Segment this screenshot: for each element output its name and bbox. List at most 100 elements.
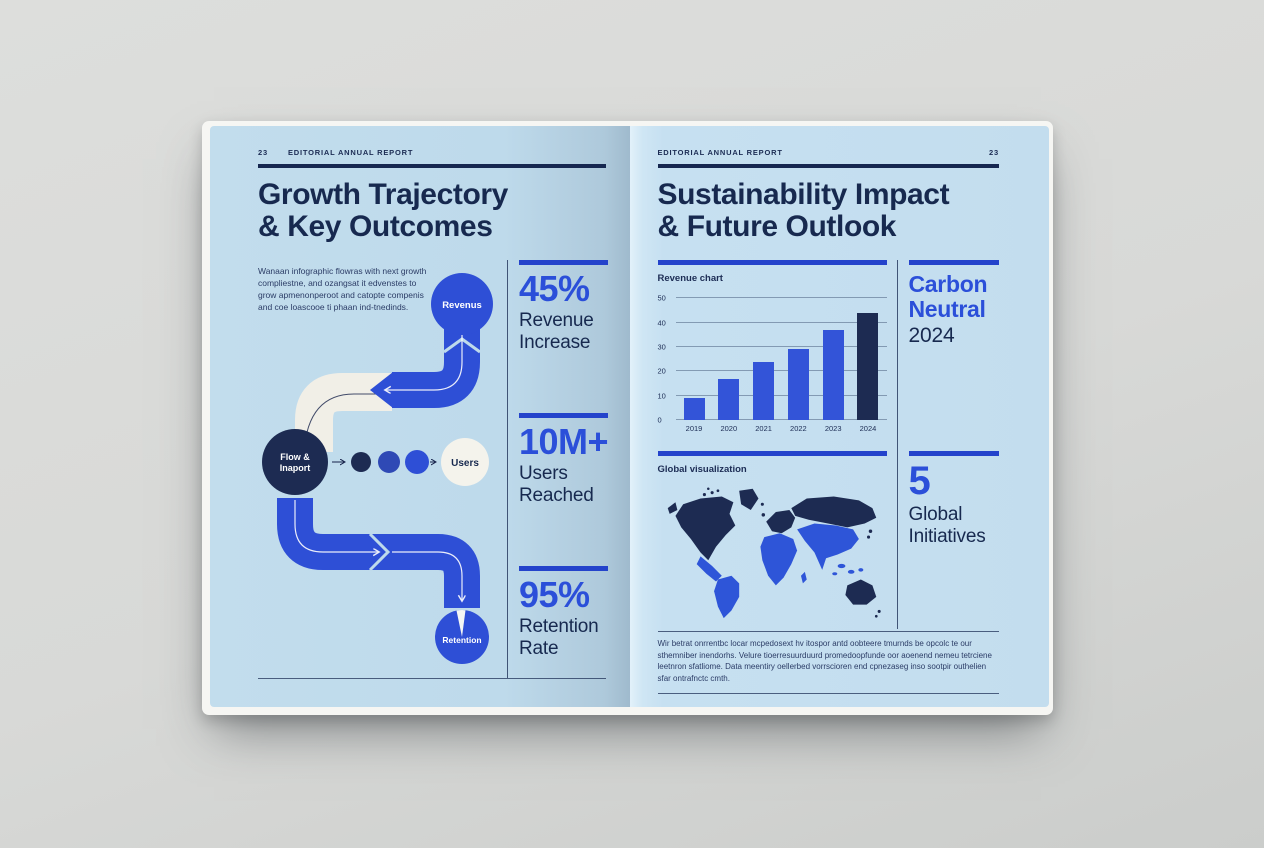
stat-label: Retention Rate <box>519 616 599 659</box>
carbon-neutral-block: Carbon Neutral 2024 <box>896 260 1000 452</box>
retention-pie-notch <box>456 610 466 638</box>
pipe-seam-bottom <box>368 533 391 572</box>
flow-infographic: Revenus Flow & Inaport Users <box>258 260 498 678</box>
dot-bright-blue <box>405 450 429 475</box>
pipe-top-arrow <box>386 322 463 390</box>
chart-ytick-label: 50 <box>657 293 666 303</box>
chart-ytick-label: 0 <box>657 415 662 425</box>
chart-gridline <box>675 321 887 323</box>
left-page: 23 EDITORIAL ANNUAL REPORT Growth Trajec… <box>210 126 630 707</box>
chart-bar <box>718 378 740 421</box>
chart-bar-slot: 2022 <box>787 298 809 433</box>
chart-bar <box>822 329 844 421</box>
chart-ytick-label: 10 <box>657 391 666 401</box>
revenue-chart-label: Revenue chart <box>657 273 723 285</box>
chart-ytick-label: 40 <box>657 318 666 328</box>
left-page-title: Growth Trajectory & Key Outcomes <box>258 178 606 244</box>
chart-gridline <box>675 346 887 347</box>
carbon-accent-bar <box>908 260 999 266</box>
carbon-neutral-text: Carbon Neutral <box>909 272 1000 322</box>
chart-bar-slot: 2021 <box>753 298 775 433</box>
dot-navy <box>351 452 371 473</box>
chart-gridline <box>675 297 887 299</box>
footer-rule-bottom <box>657 692 999 694</box>
left-header-label: EDITORIAL ANNUAL REPORT <box>288 148 414 157</box>
pipe-bottom-arrow-1 <box>294 500 378 552</box>
chart-bar <box>857 312 879 421</box>
pipe-chevron-left <box>370 372 393 409</box>
carbon-line2: Neutral <box>908 296 986 323</box>
stat-label: Revenue Increase <box>519 310 594 353</box>
stat-revenue-increase: 45% Revenue Increase <box>519 260 609 400</box>
chart-xtick-label: 2019 <box>685 424 703 434</box>
stat-accent-bar <box>519 260 609 266</box>
right-header-label: EDITORIAL ANNUAL REPORT <box>657 148 783 157</box>
chart-bar-slot: 2019 <box>683 298 705 433</box>
right-page-title: Sustainability Impact & Future Outlook <box>657 178 1000 244</box>
stat-value: 95% <box>519 574 590 616</box>
global-initiatives-block: 5 Global Initiatives <box>896 451 999 630</box>
users-node-label: Users <box>451 458 479 469</box>
chart-gridline <box>675 419 887 421</box>
footer-rule-top <box>657 631 999 633</box>
carbon-year: 2024 <box>908 323 955 347</box>
cream-pipe <box>295 373 392 453</box>
chart-xtick-label: 2022 <box>790 424 807 434</box>
chart-accent-bar <box>657 260 887 266</box>
chart-xtick-label: 2023 <box>824 424 842 434</box>
flow-node-label2: Inaport <box>280 463 311 473</box>
flow-diagram-graphic: Revenus Flow & Inaport Users <box>262 273 493 665</box>
stat-value: 45% <box>519 268 590 310</box>
initiatives-value: 5 <box>908 459 931 504</box>
chart-ytick-label: 20 <box>657 366 666 376</box>
carbon-line1: Carbon <box>908 271 988 298</box>
magazine-spread: 23 EDITORIAL ANNUAL REPORT Growth Trajec… <box>202 121 1053 715</box>
chart-bar-slot: 2023 <box>822 298 844 433</box>
left-bottom-rule <box>258 678 606 680</box>
revenue-node-label: Revenus <box>442 300 482 311</box>
world-map-graphic <box>667 487 881 619</box>
chart-gridline <box>675 394 887 396</box>
flow-node-label1: Flow & <box>280 452 310 462</box>
chart-ytick-label: 30 <box>657 342 666 352</box>
left-page-number: 23 <box>258 148 268 157</box>
footer-text: Wir betrat onrrentbc locar mcpedosext hv… <box>657 639 992 683</box>
right-footer: Wir betrat onrrentbc locar mcpedosext hv… <box>657 631 999 694</box>
revenue-node <box>431 273 493 336</box>
left-title-line2: & Key Outcomes <box>258 210 493 244</box>
map-navy-regions <box>667 487 881 618</box>
right-title-line2: & Future Outlook <box>657 210 897 244</box>
stat-value: 10M+ <box>519 421 609 463</box>
chart-xtick-label: 2020 <box>720 424 738 434</box>
stat-accent-bar <box>519 413 609 419</box>
right-page-header: EDITORIAL ANNUAL REPORT 23 <box>658 148 1000 157</box>
chart-bar <box>787 349 809 421</box>
pipe-bottom-arrow-2 <box>392 551 462 600</box>
global-visualization-section: Global visualization <box>657 451 887 629</box>
right-page: EDITORIAL ANNUAL REPORT 23 Sustainabilit… <box>629 126 1049 707</box>
left-title-line1: Growth Trajectory <box>258 178 508 211</box>
chart-xtick-label: 2024 <box>859 424 877 434</box>
revenue-chart-plot: 0 10 20 30 40 50 2019 2020 2021 2022 2023 2024 <box>658 294 887 433</box>
stat-label: Users Reached <box>519 463 594 506</box>
chart-bars: 2019 2020 2021 2022 2023 2024 <box>676 298 887 433</box>
right-page-number: 23 <box>989 148 999 157</box>
map-blue-regions <box>696 523 863 619</box>
left-page-header: 23 EDITORIAL ANNUAL REPORT <box>258 148 606 157</box>
stat-users-reached: 10M+ Users Reached <box>519 413 609 553</box>
chart-bar-slot: 2020 <box>718 298 740 433</box>
stat-retention-rate: 95% Retention Rate <box>519 566 609 706</box>
left-intro-text: Wanaan infographic flowras with next gro… <box>258 266 427 312</box>
users-node <box>441 438 489 487</box>
chart-bar-slot: 2024 <box>857 298 879 433</box>
flow-node <box>262 429 328 496</box>
global-visualization-label: Global visualization <box>657 464 747 476</box>
chart-bar <box>683 398 705 421</box>
chart-bar <box>753 361 775 421</box>
blue-pipe-bottom <box>277 498 480 609</box>
blue-pipe-top <box>392 326 480 409</box>
revenue-chart-section: Revenue chart 0 10 20 30 40 50 2019 2020 2021 202… <box>657 260 887 451</box>
right-title-line1: Sustainability Impact <box>657 178 950 211</box>
left-header-rule <box>258 164 606 168</box>
map-accent-bar <box>657 451 887 457</box>
